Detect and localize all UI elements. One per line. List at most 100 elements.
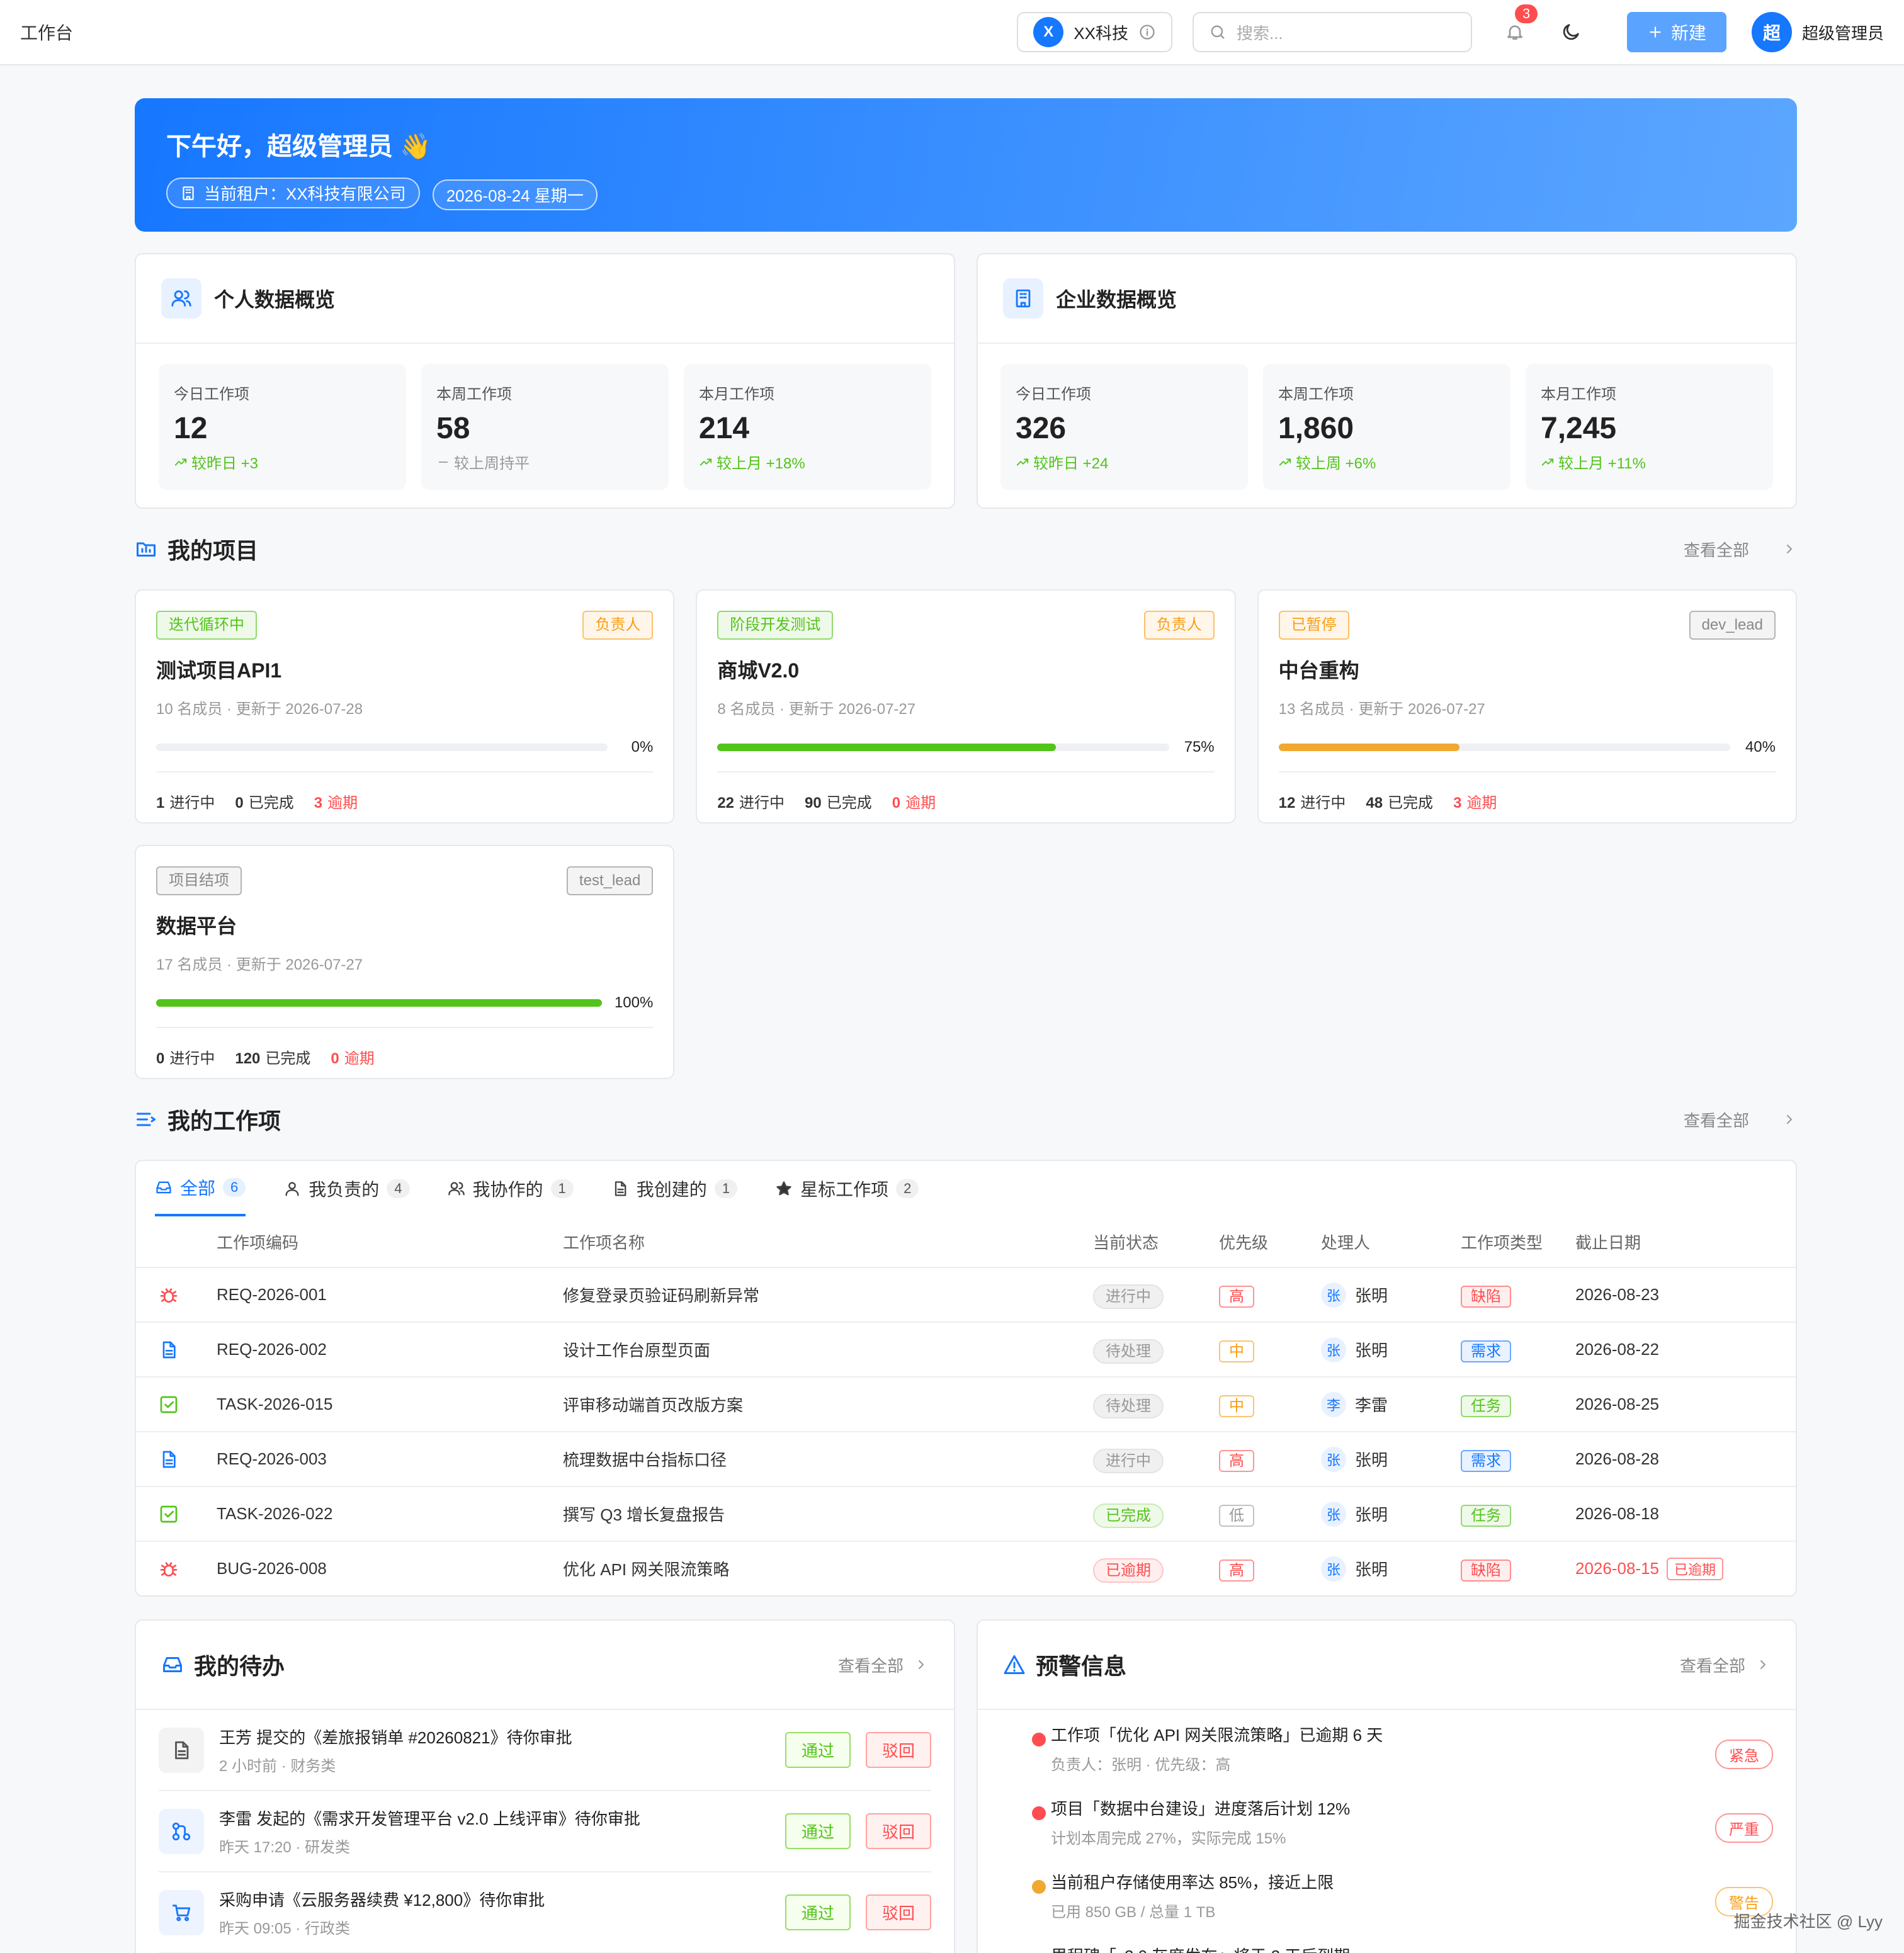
status-pill: 已完成	[1093, 1503, 1164, 1528]
progress-fill	[717, 744, 1057, 751]
project-card[interactable]: 阶段开发测试 负责人 商城V2.0 8 名成员 · 更新于 2026-07-27 75%…	[696, 589, 1236, 824]
tag-row: 项目结项 test_lead	[156, 866, 654, 895]
status-tag: 阶段开发测试	[717, 611, 834, 640]
tab[interactable]: 我协作的 1	[448, 1161, 574, 1216]
status-pill: 进行中	[1093, 1449, 1164, 1473]
progress: 40%	[1278, 739, 1776, 756]
stat-count: 0	[892, 795, 901, 812]
project-name: 商城V2.0	[717, 659, 800, 682]
reject-button[interactable]: 驳回	[865, 1813, 931, 1849]
icon-part	[1787, 1115, 1792, 1124]
stat-name: 已完成	[826, 795, 872, 812]
priority-tag: 中	[1219, 1395, 1254, 1417]
project-stat: 48 已完成	[1366, 790, 1433, 812]
approve-button[interactable]: 通过	[785, 1813, 851, 1849]
assignee-avatar: 张	[1321, 1337, 1346, 1362]
projects-header: 我的项目 查看全部	[135, 509, 1797, 589]
project-name: 测试项目API1	[156, 659, 282, 682]
table-row[interactable]: REQ-2026-003 梳理数据中台指标口径 进行中高张张明 需求 2026-08-2…	[136, 1431, 1796, 1486]
stat-trend: 较上周 +6%	[1278, 451, 1495, 473]
icon-part	[919, 1660, 924, 1669]
tab[interactable]: 全部 6	[155, 1161, 246, 1216]
approve-button[interactable]: 通过	[785, 1732, 851, 1768]
assignee: 李雷	[1355, 1396, 1388, 1415]
type-cell: 需求	[1461, 1339, 1575, 1362]
table-row[interactable]: TASK-2026-022 撰写 Q3 增长复盘报告 已完成低张张明 任务 2026-0…	[136, 1486, 1796, 1541]
icon	[174, 455, 188, 469]
assignee-avatar: 张	[1321, 1446, 1346, 1472]
theme-toggle[interactable]	[1560, 21, 1582, 43]
status-tag: 项目结项	[156, 866, 242, 895]
assignee-avatar: 张	[1321, 1282, 1346, 1308]
stat-trend: 较昨日 +24	[1016, 451, 1233, 473]
stat-tiles: 今日工作项 326 较昨日 +24 本周工作项 1,860 较上周 +6% 本月工作项 7,2…	[978, 344, 1796, 510]
assignee-avatar: 张	[1321, 1556, 1346, 1582]
table-row[interactable]: BUG-2026-008 优化 API 网关限流策略 已逾期高张张明 缺陷 2026-0…	[136, 1541, 1796, 1595]
assignee-cell: 张张明	[1321, 1446, 1461, 1472]
stat-name: 逾期	[327, 795, 358, 812]
project-card[interactable]: 项目结项 test_lead 数据平台 17 名成员 · 更新于 2026-07-27…	[135, 845, 675, 1079]
new-button[interactable]: 新建	[1626, 12, 1726, 52]
icon-part	[160, 1288, 178, 1303]
alert-text: 里程碑「v2.0 灰度发布」将于 2 天后到期	[1051, 1944, 1715, 1953]
project-card[interactable]: 已暂停 dev_lead 中台重构 13 名成员 · 更新于 2026-07-27 40…	[1257, 589, 1797, 824]
table-row[interactable]: REQ-2026-001 修复登录页验证码刷新异常 进行中高张张明 缺陷 2026-08…	[136, 1267, 1796, 1322]
stat-label: 本月工作项	[699, 386, 774, 403]
reject-button[interactable]: 驳回	[865, 1732, 931, 1768]
view-all[interactable]: 查看全部	[837, 1656, 904, 1675]
tab-count: 4	[387, 1179, 410, 1198]
banner-tags: 当前租户：XX科技有限公司 2026-08-24 星期一	[166, 162, 1765, 210]
user-menu[interactable]: 超超级管理员	[1751, 12, 1884, 52]
project-card[interactable]: 迭代循环中 负责人 测试项目API1 10 名成员 · 更新于 2026-07-28 0…	[135, 589, 675, 824]
card-title: 个人数据概览	[214, 288, 336, 311]
stat-count: 3	[314, 795, 323, 812]
approve-button[interactable]: 通过	[785, 1894, 851, 1930]
table-row[interactable]: TASK-2026-015 评审移动端首页改版方案 待处理中李李雷 任务 2026-08…	[136, 1376, 1796, 1431]
stat-name: 已完成	[248, 795, 294, 812]
item-name: 设计工作台原型页面	[563, 1341, 711, 1360]
icon	[775, 1180, 793, 1197]
view-all[interactable]: 查看全部	[1679, 1656, 1745, 1675]
tab[interactable]: 星标工作项 2	[775, 1161, 919, 1216]
icon-part	[162, 1341, 176, 1358]
stat-name: 逾期	[905, 795, 936, 812]
icon-part	[183, 186, 194, 200]
icon	[161, 1653, 184, 1676]
reject-button[interactable]: 驳回	[865, 1894, 931, 1930]
assignee: 张明	[1355, 1560, 1388, 1579]
view-all[interactable]: 查看全部	[1683, 1111, 1749, 1130]
stat-trend: 较昨日 +3	[174, 451, 391, 473]
greeting: 下午好，超级管理员 👋	[166, 133, 431, 161]
icon-part	[1279, 458, 1291, 465]
icon	[171, 1821, 192, 1842]
stat-trend: 较上周持平	[436, 451, 654, 473]
icon	[1560, 21, 1582, 43]
view-all[interactable]: 查看全部	[1683, 540, 1749, 560]
tab[interactable]: 我创建的 1	[611, 1161, 738, 1216]
icon	[159, 1559, 179, 1579]
icon	[1541, 455, 1555, 469]
tab[interactable]: 我负责的 4	[283, 1161, 410, 1216]
level-tag: 紧急	[1715, 1740, 1773, 1769]
notification[interactable]: 3	[1505, 4, 1538, 42]
search-box[interactable]: 搜索...	[1192, 12, 1472, 52]
tenant-switch[interactable]: X XX科技	[1017, 12, 1172, 52]
icon	[135, 538, 157, 560]
card-header: 我的待办 查看全部	[136, 1621, 954, 1710]
header-icon	[1003, 278, 1043, 319]
icon-part	[1650, 26, 1661, 38]
icon-part	[1541, 458, 1554, 465]
tab-label: 我协作的	[472, 1180, 543, 1199]
stat-count: 1	[156, 795, 165, 812]
icon-part	[176, 1916, 181, 1921]
assignee: 张明	[1355, 1505, 1388, 1524]
icon-part	[174, 458, 187, 465]
bottom-row: 我的待办 查看全部 王芳 提交的《差旅报销单 #20260821》待你审批 2 小时前…	[135, 1619, 1797, 1953]
icon-part	[919, 1660, 924, 1669]
icon	[135, 1108, 157, 1131]
overview-row: 个人数据概览 今日工作项 12 较昨日 +3 本周工作项 58 较上周持平 本月工作项 214 较…	[135, 253, 1797, 509]
icon-part	[183, 186, 194, 200]
table-row[interactable]: REQ-2026-002 设计工作台原型页面 待处理中张张明 需求 2026-08-22	[136, 1322, 1796, 1376]
project-stats: 1 进行中 0 已完成 3 逾期	[156, 771, 654, 812]
